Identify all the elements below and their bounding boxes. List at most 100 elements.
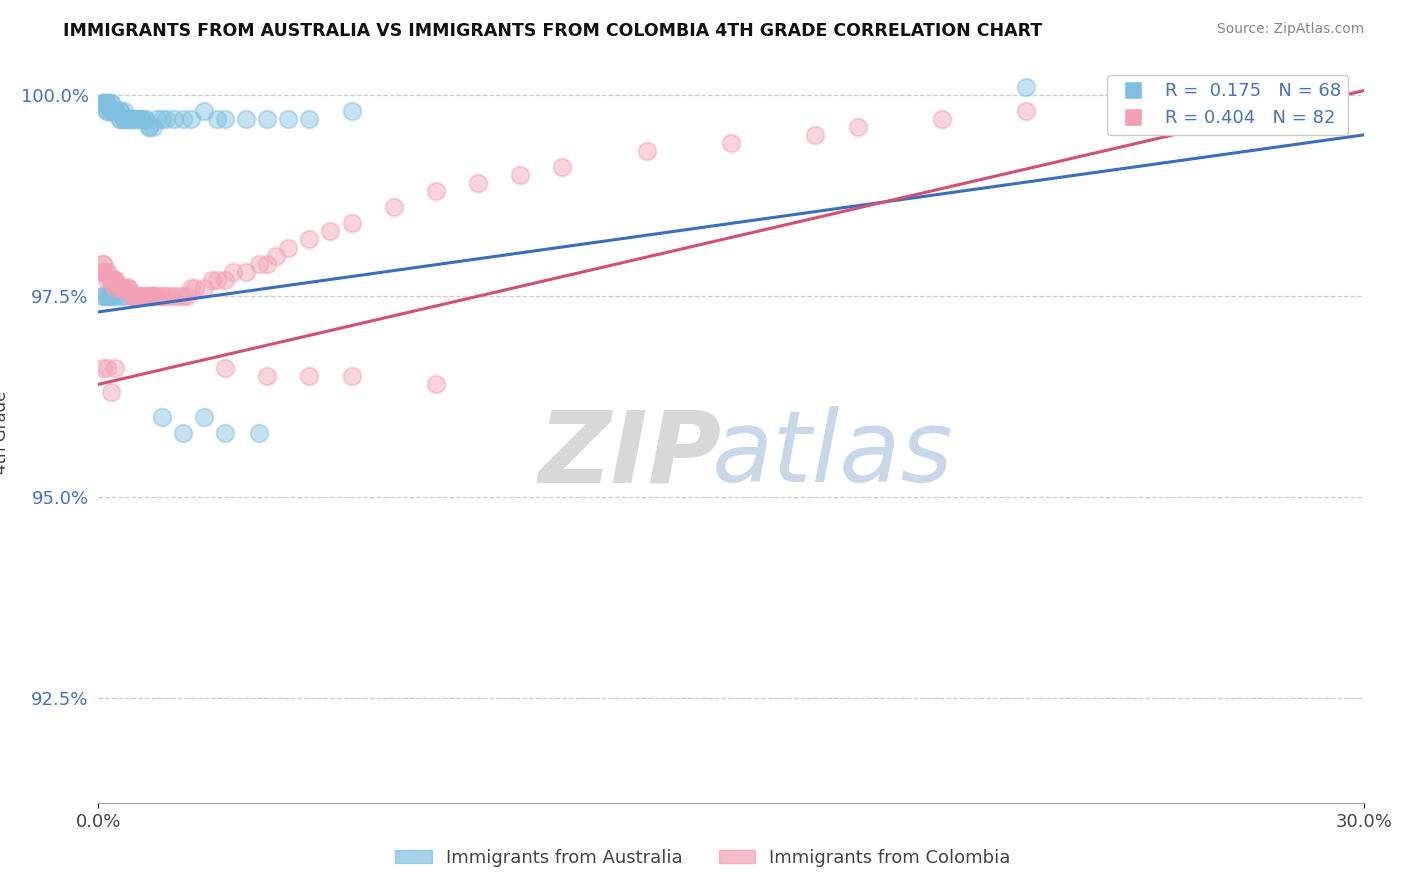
Point [172, 112, 194, 126]
Point [104, 361, 127, 376]
Point [108, 112, 131, 126]
Point [1310, 79, 1333, 94]
Point [146, 289, 169, 303]
Point [96, 103, 118, 118]
Point [155, 112, 177, 126]
Point [112, 103, 135, 118]
Point [100, 385, 122, 400]
Point [142, 120, 165, 134]
Point [142, 289, 165, 303]
Point [117, 281, 139, 295]
Point [138, 289, 160, 303]
Point [159, 289, 181, 303]
Point [150, 289, 173, 303]
Point [142, 289, 165, 303]
Point [117, 281, 139, 295]
Point [193, 103, 215, 118]
Point [91, 95, 114, 110]
Point [96, 95, 118, 110]
Point [121, 112, 143, 126]
Point [1015, 103, 1038, 118]
Point [264, 249, 287, 263]
Point [138, 120, 160, 134]
Point [108, 289, 131, 303]
Point [104, 103, 127, 118]
Point [112, 289, 135, 303]
Point [108, 281, 131, 295]
Point [100, 273, 122, 287]
Point [509, 168, 531, 182]
Point [720, 136, 742, 150]
Point [214, 112, 236, 126]
Point [104, 281, 127, 295]
Point [117, 112, 139, 126]
Point [180, 112, 202, 126]
Point [91, 289, 114, 303]
Point [100, 103, 122, 118]
Point [235, 265, 257, 279]
Point [117, 112, 139, 126]
Point [100, 103, 122, 118]
Legend: R =  0.175   N = 68, R = 0.404   N = 82: R = 0.175 N = 68, R = 0.404 N = 82 [1108, 75, 1348, 135]
Point [96, 289, 118, 303]
Point [112, 281, 135, 295]
Point [129, 289, 152, 303]
Point [104, 103, 127, 118]
Point [104, 273, 127, 287]
Point [108, 281, 131, 295]
Point [96, 265, 118, 279]
Text: atlas: atlas [711, 407, 953, 503]
Point [129, 289, 152, 303]
Point [104, 103, 127, 118]
Point [298, 369, 321, 384]
Point [551, 160, 574, 174]
Point [91, 95, 114, 110]
Point [91, 289, 114, 303]
Point [804, 128, 827, 142]
Point [247, 257, 270, 271]
Point [382, 200, 405, 214]
Point [180, 281, 202, 295]
Point [91, 257, 114, 271]
Point [125, 289, 148, 303]
Point [91, 257, 114, 271]
Point [277, 112, 299, 126]
Point [125, 289, 148, 303]
Point [636, 144, 658, 158]
Point [931, 112, 953, 126]
Point [100, 289, 122, 303]
Point [108, 103, 131, 118]
Point [467, 176, 489, 190]
Point [100, 273, 122, 287]
Point [91, 361, 114, 376]
Point [142, 289, 165, 303]
Point [112, 112, 135, 126]
Point [121, 289, 143, 303]
Point [319, 224, 342, 238]
Point [163, 112, 186, 126]
Point [125, 112, 148, 126]
Point [91, 265, 114, 279]
Point [138, 289, 160, 303]
Point [277, 240, 299, 254]
Point [100, 273, 122, 287]
Point [96, 265, 118, 279]
Point [146, 112, 169, 126]
Point [117, 281, 139, 295]
Point [96, 361, 118, 376]
Point [1205, 79, 1227, 94]
Point [104, 273, 127, 287]
Point [1015, 79, 1038, 94]
Point [184, 281, 207, 295]
Point [138, 120, 160, 134]
Point [425, 184, 447, 198]
Point [425, 377, 447, 392]
Point [112, 281, 135, 295]
Point [163, 289, 186, 303]
Point [235, 112, 257, 126]
Point [256, 112, 278, 126]
Point [172, 425, 194, 440]
Point [134, 289, 156, 303]
Point [91, 265, 114, 279]
Point [112, 112, 135, 126]
